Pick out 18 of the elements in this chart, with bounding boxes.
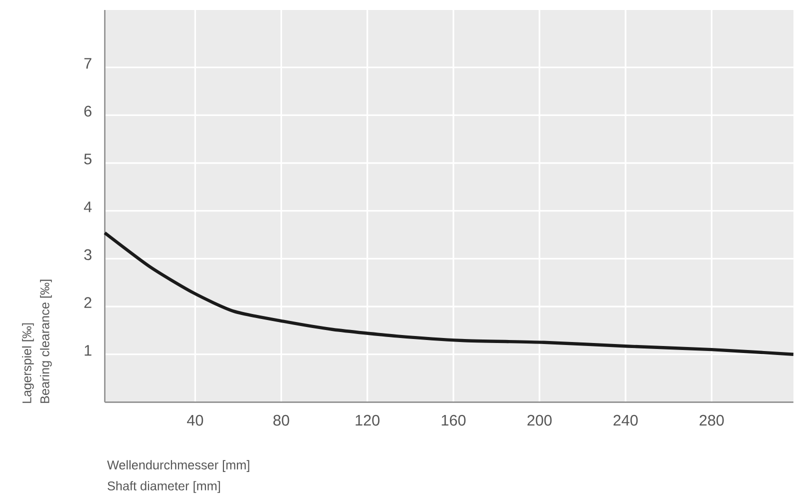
x-tick-label: 280 <box>700 414 724 426</box>
x-tick-label: 80 <box>273 414 290 426</box>
y-tick-label: 2 <box>84 297 92 308</box>
y-tick-label: 5 <box>84 154 92 164</box>
y-tick-label: 3 <box>84 249 92 260</box>
text: Lagerspiel [‰] <box>22 323 34 403</box>
x-tick-label: 200 <box>527 414 552 426</box>
x-tick-label: 120 <box>356 414 380 426</box>
text: Shaft diameter [mm] <box>108 481 220 493</box>
x-tick-label: 160 <box>442 414 466 426</box>
y-tick-label: 1 <box>84 345 92 356</box>
x-tick-label: 240 <box>614 414 638 426</box>
x-tick-label: 40 <box>187 414 204 426</box>
text: Bearing clearance [‰] <box>40 280 52 403</box>
y-tick-label: 6 <box>84 106 92 117</box>
y-tick-label: 7 <box>84 58 92 69</box>
text: Wellendurchmesser [mm] <box>107 460 250 472</box>
y-tick-label: 4 <box>84 202 92 212</box>
